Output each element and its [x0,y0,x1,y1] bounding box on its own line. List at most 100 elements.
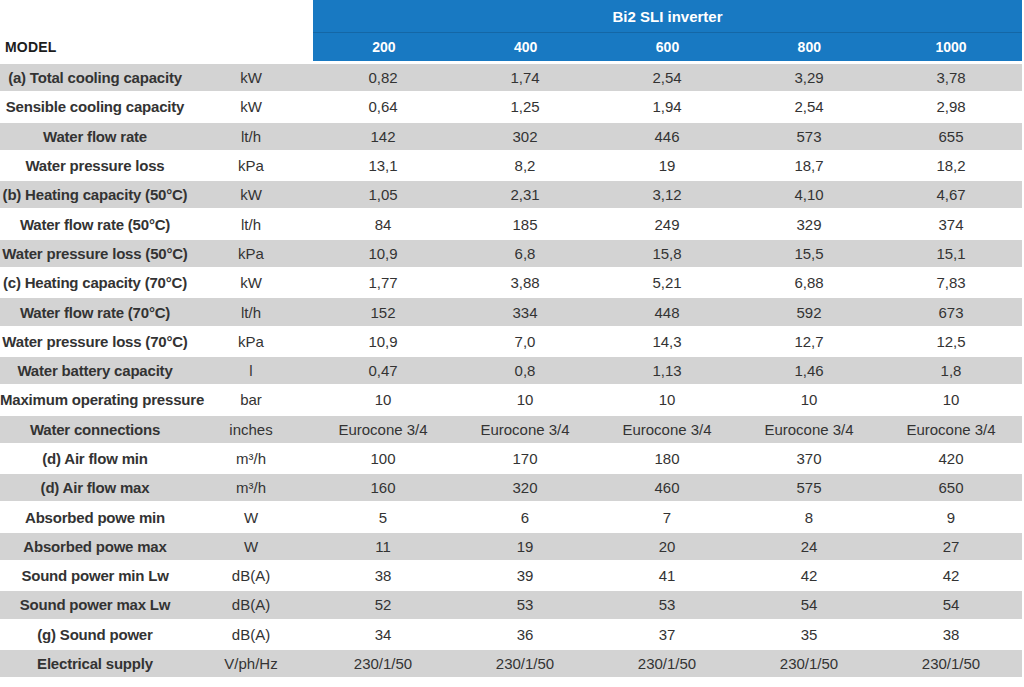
row-label: Water battery capacity [0,357,190,386]
cell-value: 650 [880,474,1022,503]
model-column-header: 200 [313,33,455,61]
row-label: Water flow rate (50°C) [0,210,190,239]
cell-value: 8 [738,503,880,532]
cell-value: 38 [880,621,1022,650]
cell-value: 41 [596,562,738,591]
cell-value: 35 [738,621,880,650]
cell-value: 15,8 [596,240,738,269]
table-row: Water flow rate (50°C)lt/h84185249329374 [0,210,1022,239]
cell-value: 8,2 [454,152,596,181]
cell-value: 5 [312,503,454,532]
cell-value: 0,8 [454,357,596,386]
table-row: (c) Heating capacity (70°C)kW1,773,885,2… [0,269,1022,298]
model-column-header: 1000 [880,33,1022,61]
cell-value: 42 [880,562,1022,591]
cell-value: 53 [454,591,596,620]
cell-value: 34 [312,621,454,650]
table-row: Maximum operating pressurebar1010101010 [0,386,1022,415]
cell-value: 4,10 [738,181,880,210]
row-unit: m³/h [190,474,312,503]
cell-value: 27 [880,533,1022,562]
row-unit: l [190,357,312,386]
cell-value: 230/1/50 [596,650,738,679]
cell-value: 6,88 [738,269,880,298]
cell-value: Eurocone 3/4 [596,416,738,445]
row-unit: lt/h [190,210,312,239]
cell-value: Eurocone 3/4 [880,416,1022,445]
cell-value: Eurocone 3/4 [312,416,454,445]
cell-value: 573 [738,123,880,152]
cell-value: 10,9 [312,328,454,357]
cell-value: 448 [596,298,738,327]
model-headers-row: 2004006008001000 [313,33,1022,61]
cell-value: 6 [454,503,596,532]
cell-value: 655 [880,123,1022,152]
cell-value: 100 [312,445,454,474]
cell-value: 673 [880,298,1022,327]
cell-value: 0,82 [312,64,454,93]
row-unit: dB(A) [190,621,312,650]
table-row: (a) Total cooling capacitykW0,821,742,54… [0,64,1022,93]
row-label: Water flow rate (70°C) [0,298,190,327]
cell-value: Eurocone 3/4 [738,416,880,445]
row-label: Water pressure loss (70°C) [0,328,190,357]
cell-value: 420 [880,445,1022,474]
row-label: Maximum operating pressure [0,386,190,415]
table-row: Sensible cooling capacitykW0,641,251,942… [0,93,1022,122]
cell-value: 230/1/50 [312,650,454,679]
table-row: Absorbed powe maxW1119202427 [0,533,1022,562]
cell-value: 7,83 [880,269,1022,298]
row-unit: lt/h [190,298,312,327]
cell-value: 19 [454,533,596,562]
cell-value: 2,54 [738,93,880,122]
cell-value: 2,54 [596,64,738,93]
cell-value: 152 [312,298,454,327]
row-unit: kW [190,181,312,210]
cell-value: 3,12 [596,181,738,210]
cell-value: 10 [880,386,1022,415]
cell-value: Eurocone 3/4 [454,416,596,445]
table-row: (d) Air flow minm³/h100170180370420 [0,445,1022,474]
table-header-band: Bi2 SLI inverter 2004006008001000 [313,0,1022,61]
table-row: Absorbed powe minW56789 [0,503,1022,532]
cell-value: 11 [312,533,454,562]
table-row: Water flow rate (70°C)lt/h15233444859267… [0,298,1022,327]
cell-value: 54 [880,591,1022,620]
cell-value: 12,5 [880,328,1022,357]
cell-value: 249 [596,210,738,239]
cell-value: 7,0 [454,328,596,357]
table-row: Electrical supplyV/ph/Hz230/1/50230/1/50… [0,650,1022,679]
cell-value: 320 [454,474,596,503]
row-label: (a) Total cooling capacity [0,64,190,93]
table-row: Water pressure losskPa13,18,21918,718,2 [0,152,1022,181]
model-column-header: 800 [738,33,880,61]
cell-value: 14,3 [596,328,738,357]
cell-value: 575 [738,474,880,503]
cell-value: 15,5 [738,240,880,269]
model-column-header: 400 [455,33,597,61]
cell-value: 13,1 [312,152,454,181]
row-unit: bar [190,386,312,415]
cell-value: 54 [738,591,880,620]
cell-value: 374 [880,210,1022,239]
cell-value: 19 [596,152,738,181]
row-label: Water flow rate [0,123,190,152]
cell-value: 1,46 [738,357,880,386]
cell-value: 329 [738,210,880,239]
table-row: (g) Sound powerdB(A)3436373538 [0,621,1022,650]
table-row: Water pressure loss (70°C)kPa10,97,014,3… [0,328,1022,357]
cell-value: 6,8 [454,240,596,269]
cell-value: 18,7 [738,152,880,181]
cell-value: 4,67 [880,181,1022,210]
cell-value: 7 [596,503,738,532]
cell-value: 1,74 [454,64,596,93]
cell-value: 180 [596,445,738,474]
row-unit: dB(A) [190,591,312,620]
row-unit: V/ph/Hz [190,650,312,679]
cell-value: 2,98 [880,93,1022,122]
row-label: (d) Air flow max [0,474,190,503]
cell-value: 1,77 [312,269,454,298]
row-unit: kW [190,269,312,298]
datasheet-spec-table-page: MODEL Bi2 SLI inverter 2004006008001000 … [0,0,1024,687]
cell-value: 10 [596,386,738,415]
